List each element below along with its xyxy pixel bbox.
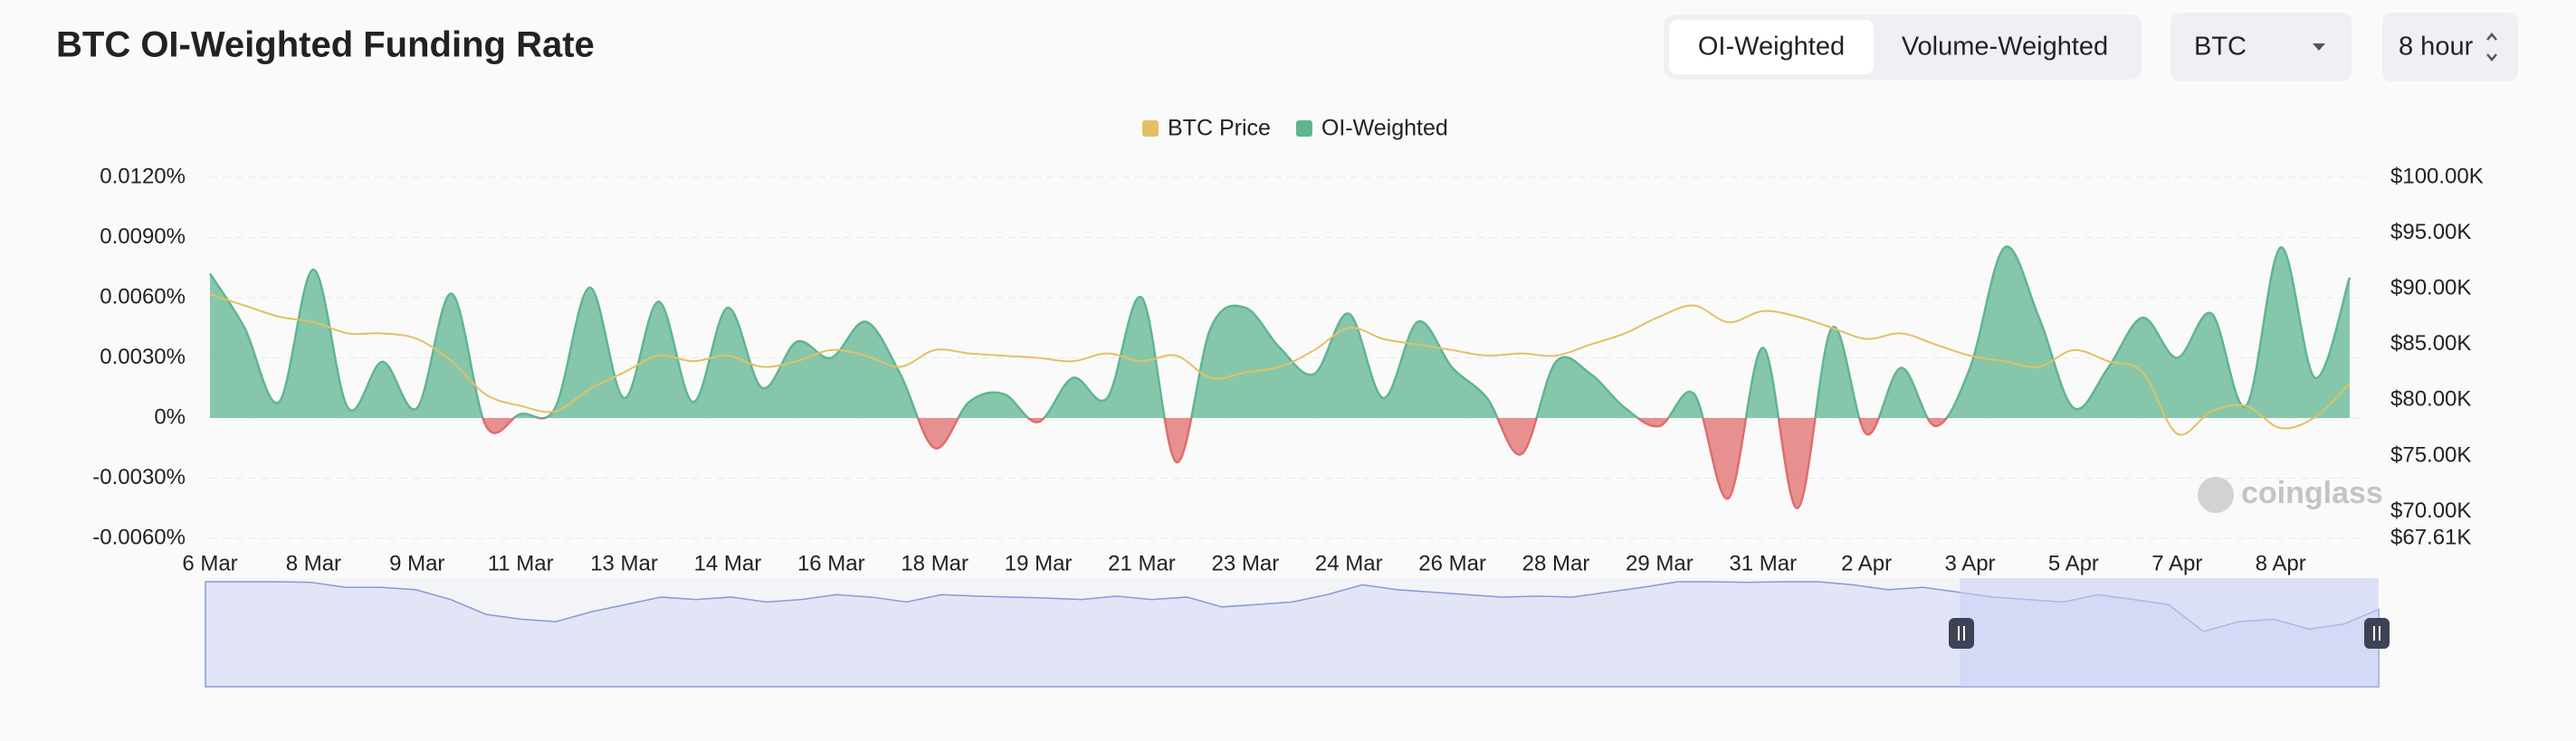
x-tick-label: 18 Mar [901,551,968,575]
x-tick-label: 23 Mar [1211,551,1279,575]
y2-tick-label: $75.00K [2390,442,2471,467]
x-tick-label: 6 Mar [182,551,237,575]
y-tick-label: 0.0060% [100,284,186,309]
x-tick-label: 7 Apr [2151,551,2202,575]
y2-tick-label: $85.00K [2390,331,2471,356]
x-tick-label: 24 Mar [1315,551,1383,575]
handle-grip [2373,626,2380,641]
coin-select[interactable] [2171,13,2352,81]
y-tick-label: 0% [154,404,186,429]
interval-select-value: 8 hour [2399,33,2474,62]
x-tick-label: 5 Apr [2048,551,2099,575]
y2-tick-label: $67.61K [2390,525,2471,549]
x-tick-label: 21 Mar [1108,551,1176,575]
navigator-handle[interactable] [2364,618,2390,649]
tab-active-bg [1669,20,1874,74]
y2-tick-label: $90.00K [2390,276,2471,300]
legend-label[interactable]: BTC Price [1168,116,1271,141]
legend-label[interactable]: OI-Weighted [1321,116,1448,141]
area-line [208,245,2352,418]
legend-swatch [1295,120,1312,137]
x-tick-label: 16 Mar [797,551,865,575]
x-tick-label: 8 Apr [2256,551,2306,575]
handle-grip [1958,626,1965,641]
x-tick-label: 3 Apr [1945,551,1996,575]
y2-tick-label: $70.00K [2390,499,2471,523]
page-title: BTC OI-Weighted Funding Rate [56,25,595,65]
y-tick-label: 0.0120% [100,164,186,188]
tab[interactable]: OI-Weighted [1698,33,1845,62]
watermark-logo [2198,477,2234,513]
y2-tick-label: $80.00K [2390,387,2471,412]
y-tick-label: 0.0090% [100,224,186,249]
navigator-handle[interactable] [1949,618,1974,649]
coin-select-value: BTC [2194,33,2247,62]
watermark: coinglass [2241,476,2383,510]
x-tick-label: 11 Mar [488,551,554,575]
y-tick-label: 0.0030% [100,345,186,369]
area-fill [210,246,2350,418]
x-tick-label: 13 Mar [590,551,658,575]
x-tick-label: 14 Mar [694,551,762,575]
x-tick-label: 2 Apr [1841,551,1892,575]
y-tick-label: -0.0060% [92,525,186,549]
stepper-icon [2486,33,2497,62]
x-tick-label: 26 Mar [1418,551,1486,575]
x-tick-label: 19 Mar [1005,551,1073,575]
x-tick-label: 31 Mar [1729,551,1797,575]
y-tick-label: -0.0030% [92,465,186,489]
price-line [209,293,2351,436]
dropdown-caret [2313,43,2325,51]
y2-tick-label: $95.00K [2390,220,2471,244]
y2-tick-label: $100.00K [2390,164,2484,188]
interval-select[interactable] [2382,13,2518,81]
x-tick-label: 9 Mar [389,551,444,575]
x-tick-label: 29 Mar [1626,551,1693,575]
x-tick-label: 8 Mar [286,551,341,575]
x-tick-label: 28 Mar [1522,551,1590,575]
legend-swatch [1142,120,1159,137]
navigator-selection[interactable] [1960,578,2379,687]
tab[interactable]: Volume-Weighted [1902,33,2108,62]
